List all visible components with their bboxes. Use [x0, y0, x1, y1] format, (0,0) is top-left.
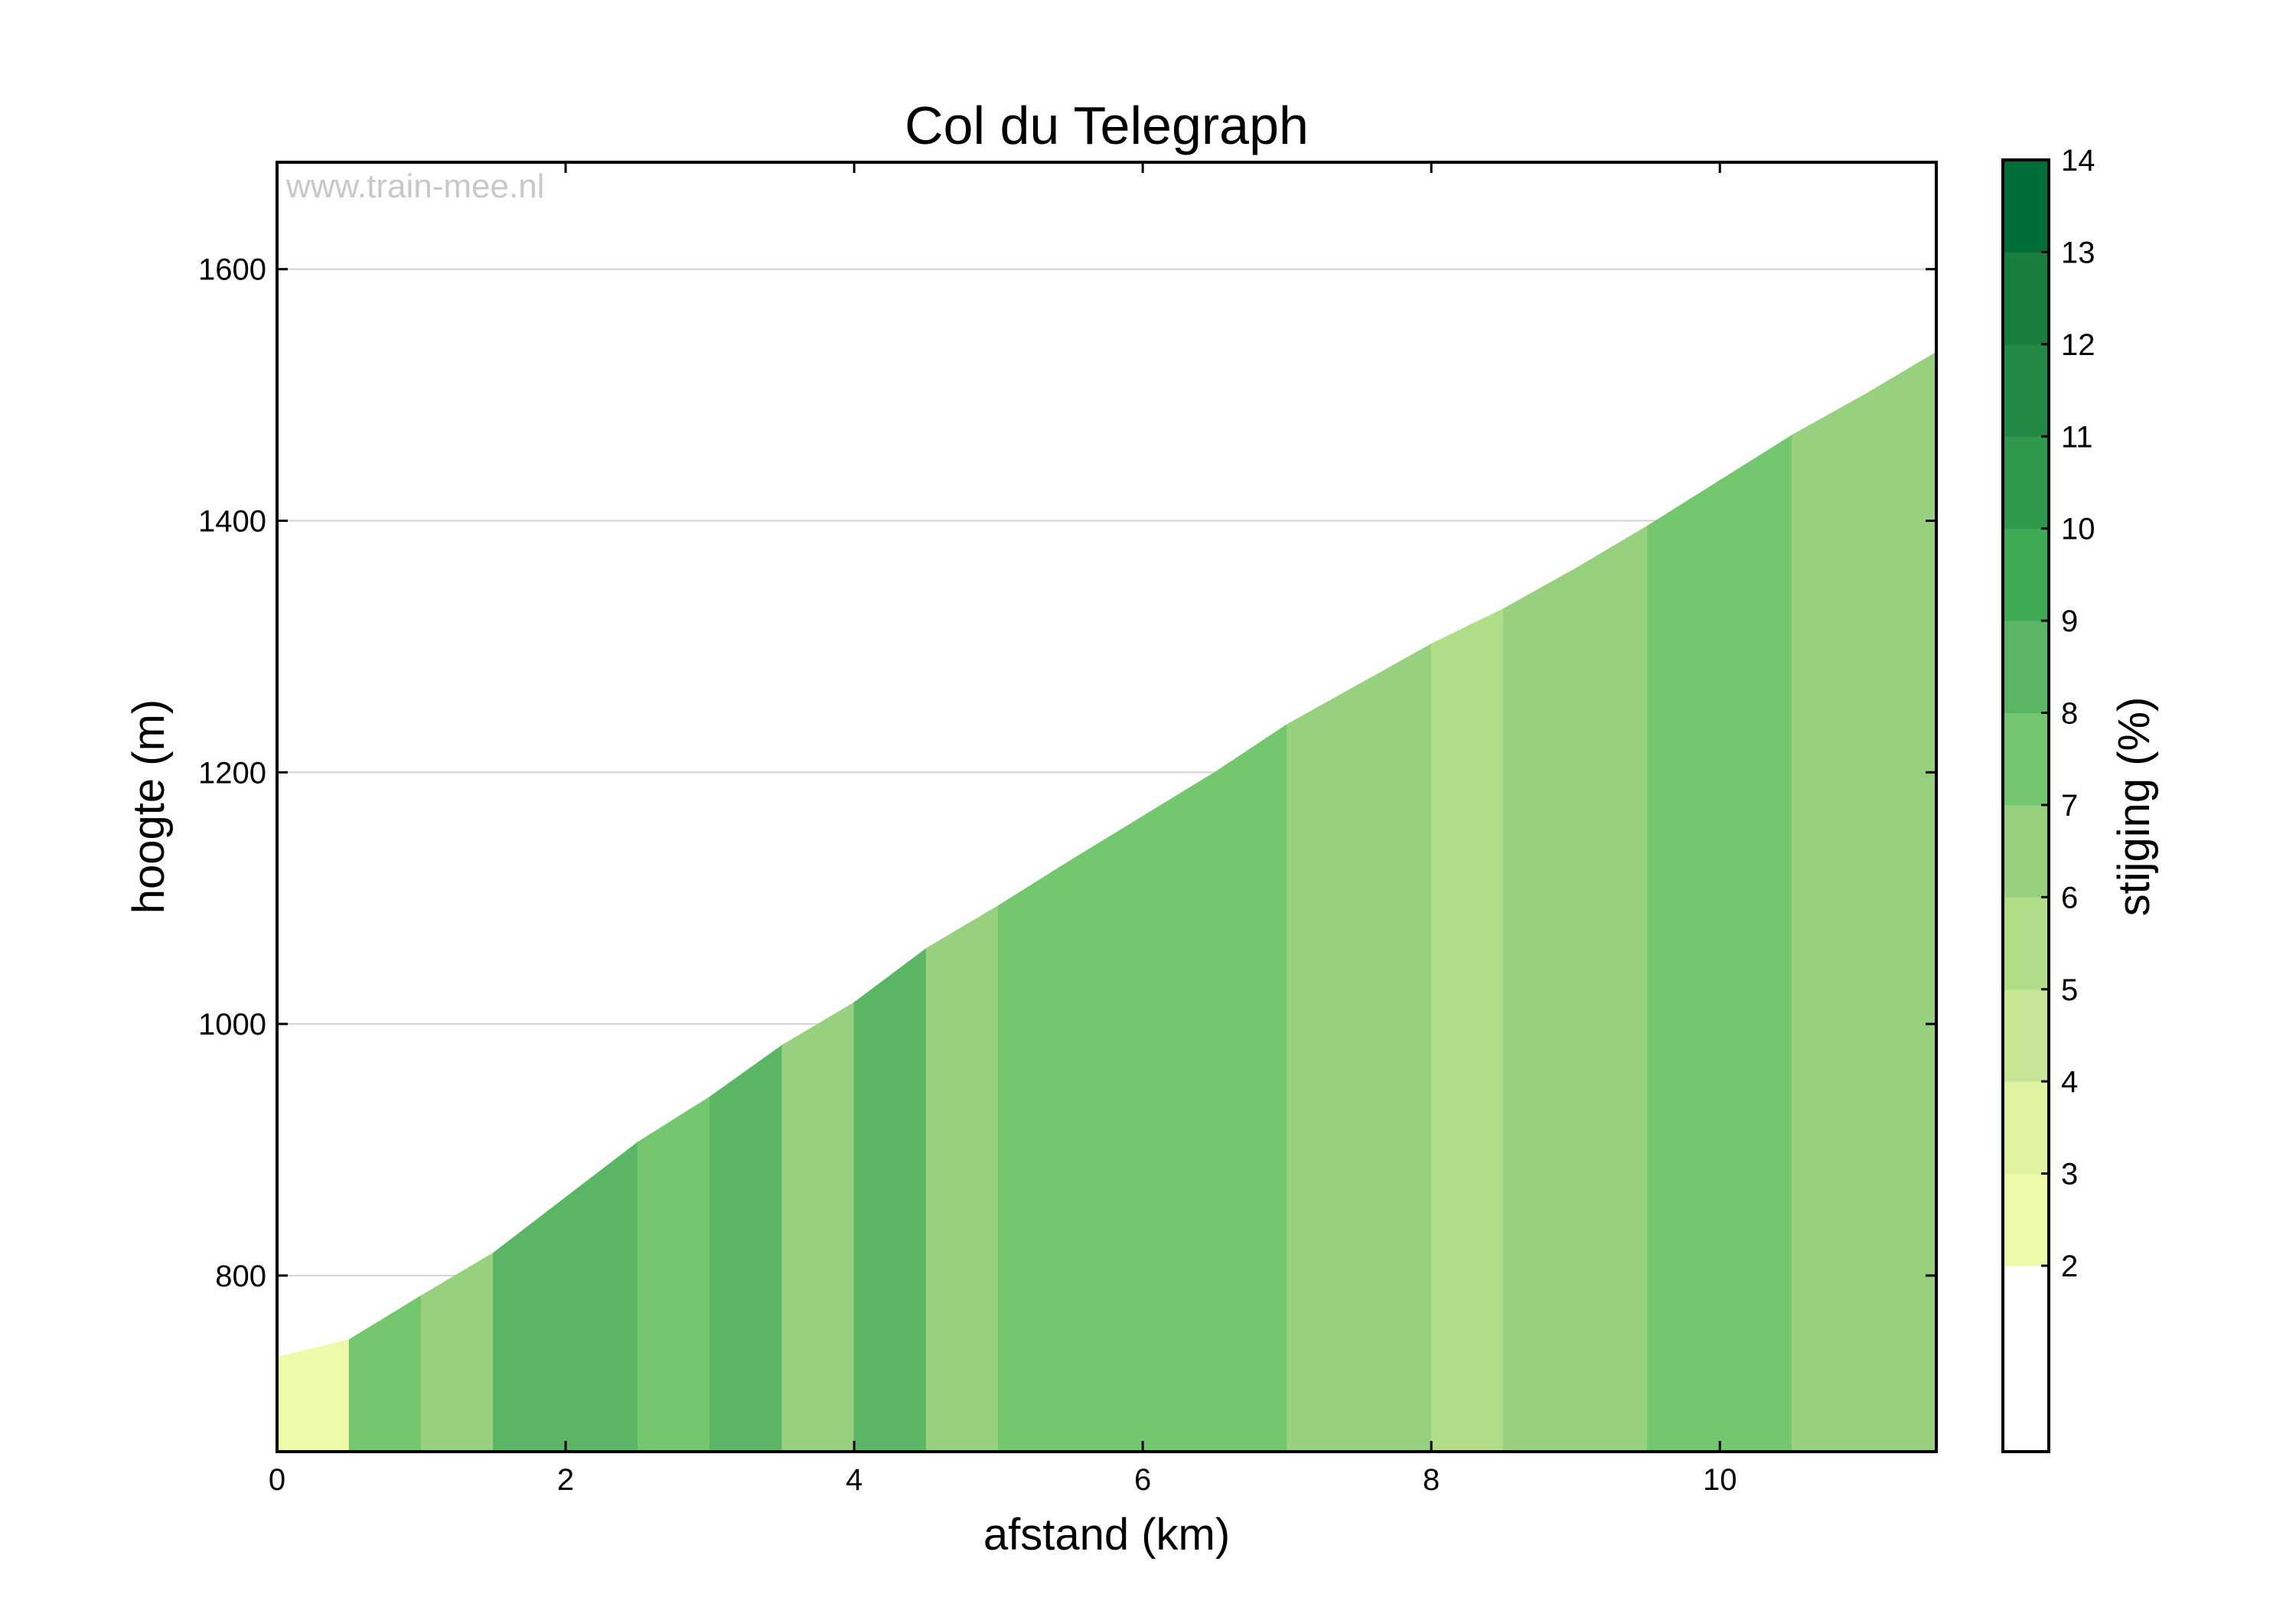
colorbar-tick-label: 5 — [2061, 973, 2078, 1007]
colorbar-tick-label: 3 — [2061, 1158, 2078, 1191]
y-tick-label: 1200 — [198, 756, 266, 790]
colorbar: 2 3 4 5 6 7 8 9 10 11 12 13 14 — [2003, 144, 2095, 1452]
colorbar-band — [2003, 897, 2049, 990]
gradient-segment — [348, 1295, 422, 1452]
watermark: www.train-mee.nl — [285, 168, 544, 205]
colorbar-band — [2003, 160, 2049, 253]
x-tick-label: 10 — [1703, 1463, 1737, 1497]
gradient-segment — [1864, 351, 1937, 1452]
y-tick-label: 1000 — [198, 1008, 266, 1041]
colorbar-band — [2003, 252, 2049, 345]
colorbar-below-band — [2003, 1266, 2049, 1452]
x-axis-title: afstand (km) — [983, 1510, 1230, 1560]
chart-title: Col du Telegraph — [905, 96, 1309, 155]
gradient-segment — [1719, 434, 1792, 1452]
x-tick-label: 8 — [1423, 1463, 1440, 1497]
gradient-segment — [493, 1196, 566, 1452]
gradient-segment — [1214, 723, 1288, 1452]
gradient-segment — [1287, 683, 1360, 1452]
colorbar-tick-label: 6 — [2061, 881, 2078, 914]
y-axis-title: hoogte (m) — [124, 699, 174, 914]
gradient-segment — [998, 859, 1071, 1452]
colorbar-band — [2003, 1081, 2049, 1175]
x-tick-label: 2 — [557, 1463, 574, 1497]
colorbar-tick-label: 4 — [2061, 1065, 2078, 1099]
colorbar-band — [2003, 712, 2049, 806]
colorbar-band — [2003, 344, 2049, 437]
gradient-segment — [1502, 568, 1577, 1452]
gradient-segment — [1647, 480, 1720, 1452]
colorbar-band — [2003, 989, 2049, 1082]
colorbar-tick-label: 14 — [2061, 144, 2095, 178]
gradient-segment — [637, 1096, 711, 1452]
colorbar-tick-label: 8 — [2061, 697, 2078, 731]
colorbar-band — [2003, 621, 2049, 713]
plot-frame — [276, 161, 1938, 1453]
colorbar-band — [2003, 1173, 2049, 1266]
colorbar-band — [2003, 804, 2049, 898]
colorbar-tick-label: 10 — [2061, 513, 2095, 546]
colorbar-tick-label: 13 — [2061, 236, 2095, 269]
x-tick-label: 0 — [269, 1463, 285, 1497]
gradient-segment — [781, 1002, 855, 1452]
colorbar-tick-label: 7 — [2061, 789, 2078, 823]
colorbar-title: stijging (%) — [2109, 697, 2159, 917]
y-tick-label: 800 — [215, 1260, 266, 1293]
gradient-segment — [276, 1339, 350, 1452]
gradient-segment — [709, 1045, 783, 1452]
colorbar-band — [2003, 528, 2049, 621]
gradient-segment — [1070, 815, 1143, 1452]
colorbar-band — [2003, 436, 2049, 530]
gradient-segment — [565, 1141, 638, 1452]
axis-ticks: 0 2 4 6 8 10 800 1000 1200 1400 1600 — [198, 162, 1936, 1497]
gradient-segment — [421, 1252, 494, 1452]
gradient-segment — [1142, 771, 1215, 1452]
x-tick-label: 6 — [1134, 1463, 1151, 1497]
colorbar-frame — [2001, 158, 2050, 1453]
gradient-segment — [925, 905, 1000, 1452]
elevation-area — [276, 351, 1937, 1452]
colorbar-tick-label: 12 — [2061, 328, 2095, 362]
gradient-segment — [1575, 525, 1649, 1452]
y-tick-label: 1400 — [198, 505, 266, 539]
colorbar-tick-label: 2 — [2061, 1250, 2078, 1283]
y-tick-label: 1600 — [198, 253, 266, 287]
colorbar-tick-label: 11 — [2061, 420, 2093, 454]
gradient-segment — [1358, 643, 1432, 1452]
gradient-segment — [1430, 608, 1504, 1452]
gradient-segment — [853, 947, 927, 1452]
colorbar-tick-label: 9 — [2061, 605, 2078, 638]
x-tick-label: 4 — [846, 1463, 863, 1497]
gradient-segment — [1791, 394, 1865, 1452]
